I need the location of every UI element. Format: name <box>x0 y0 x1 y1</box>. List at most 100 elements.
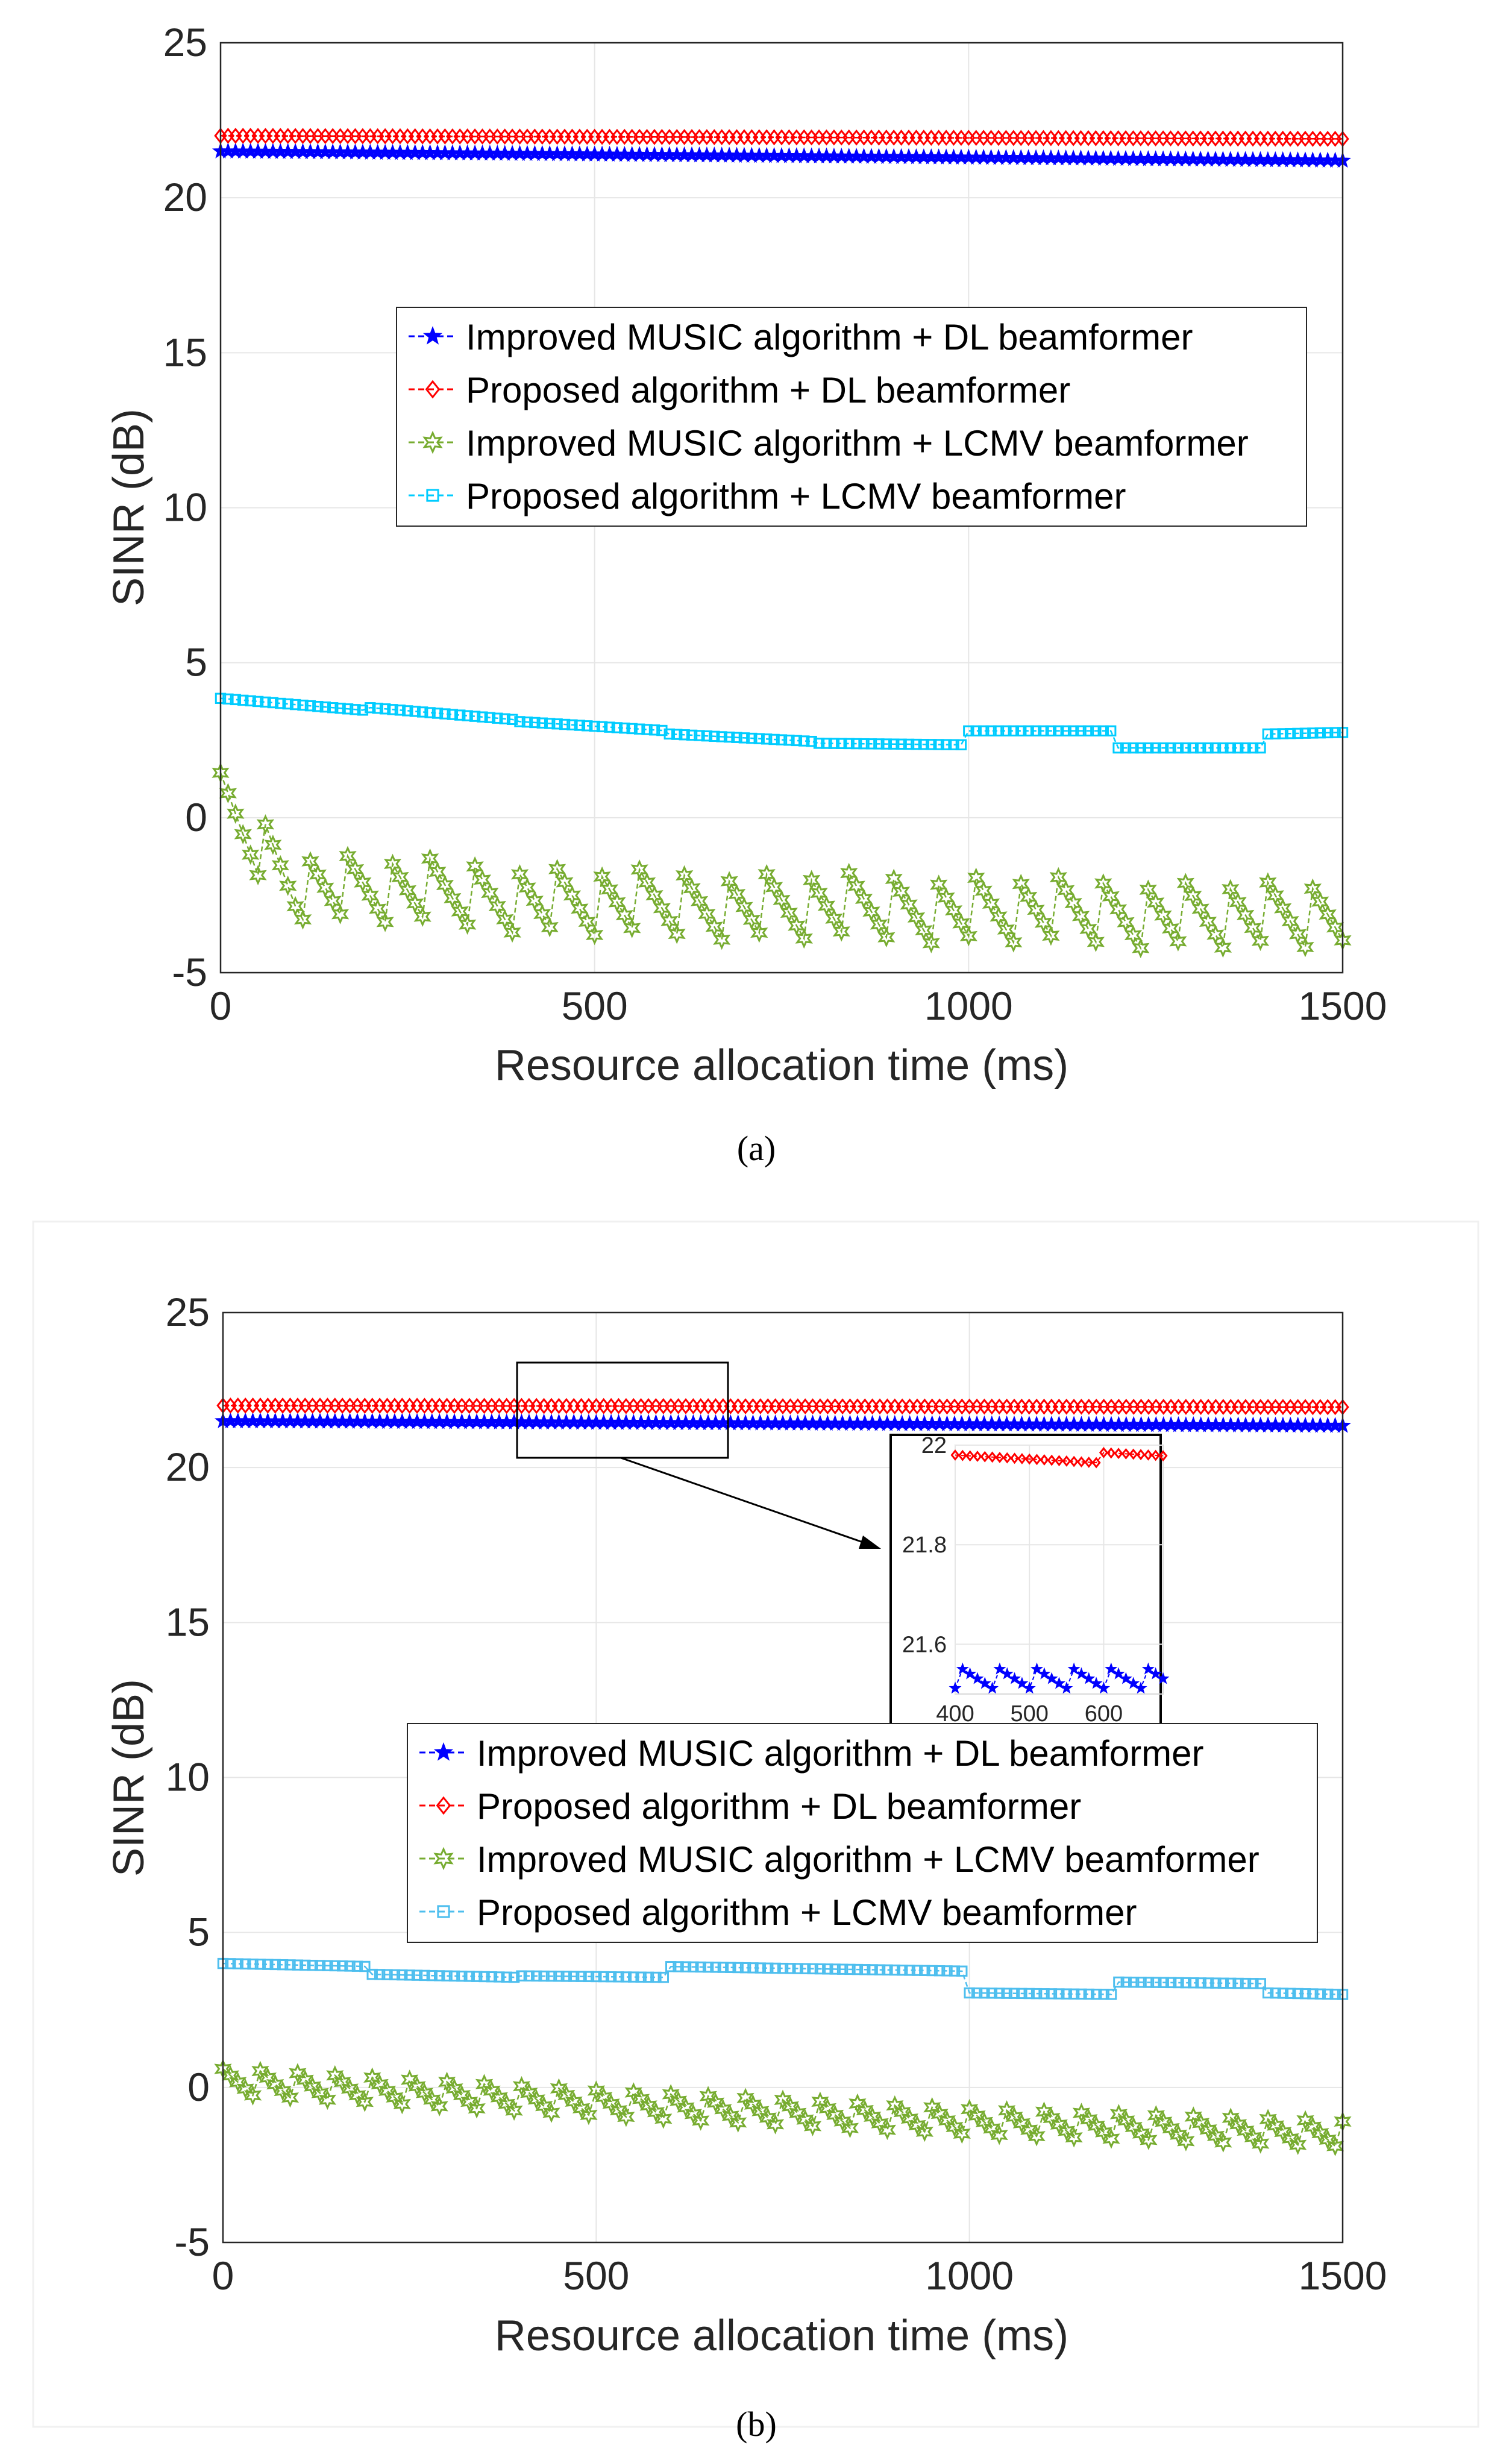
data-point <box>492 712 503 724</box>
data-point <box>856 2100 874 2121</box>
data-point <box>393 2094 411 2115</box>
data-point <box>953 2123 971 2144</box>
series-line <box>222 2068 1344 2148</box>
inset-data-point <box>1156 1672 1170 1684</box>
data-point <box>1259 872 1277 893</box>
data-point <box>307 1959 318 1971</box>
data-point <box>729 2112 747 2133</box>
data-point <box>774 2089 792 2110</box>
data-point <box>460 2091 478 2112</box>
data-point <box>1065 2127 1083 2148</box>
panel-b-frame <box>32 1220 1479 2428</box>
data-point <box>1274 2121 1292 2142</box>
data-point <box>994 1988 1005 1999</box>
data-point <box>234 824 252 845</box>
data-point <box>340 2078 359 2099</box>
data-point <box>1079 918 1097 940</box>
data-point <box>806 735 817 747</box>
data-point <box>669 2091 688 2112</box>
inset-data-point <box>1082 1672 1096 1684</box>
data-point <box>1000 725 1012 737</box>
data-point <box>1027 2126 1046 2147</box>
data-point <box>911 1965 923 1976</box>
data-point <box>843 738 855 750</box>
legend-marker <box>426 489 439 502</box>
data-point <box>1177 2130 1195 2151</box>
data-point <box>1240 1977 1252 1989</box>
x-axis-label-a: Resource allocation time (ms) <box>495 1041 1068 1090</box>
data-point <box>359 1960 371 1972</box>
data-point <box>372 703 383 714</box>
y-tick-label: 5 <box>185 640 207 685</box>
inset-data-point <box>1047 1454 1056 1466</box>
data-point <box>550 2078 568 2099</box>
data-point <box>1322 727 1334 739</box>
legend-label: Proposed algorithm + DL beamformer <box>477 1786 1081 1827</box>
data-point <box>919 1965 930 1977</box>
data-point <box>985 725 997 737</box>
legend-marker <box>437 1905 450 1918</box>
data-point <box>611 722 623 733</box>
data-point <box>381 1969 393 1980</box>
series-b <box>214 1397 1352 2156</box>
data-point <box>979 1988 990 1999</box>
data-point <box>736 2088 754 2109</box>
series-hexagram <box>214 2059 1352 2156</box>
data-point <box>379 703 391 715</box>
legend-label: Proposed algorithm + LCMV beamformer <box>477 1892 1137 1933</box>
data-point <box>1202 1977 1214 1989</box>
data-point <box>587 2080 606 2101</box>
data-point <box>626 723 638 735</box>
data-point <box>701 730 713 742</box>
data-point <box>527 2089 545 2110</box>
data-point <box>858 738 870 750</box>
caption-a: (a) <box>737 1129 776 1168</box>
data-point <box>960 2098 979 2119</box>
data-point <box>807 1963 818 1975</box>
data-point <box>657 1971 670 1983</box>
series-line <box>223 1405 1343 1408</box>
data-point <box>648 724 660 736</box>
data-point <box>1150 742 1161 754</box>
data-point <box>1082 725 1094 737</box>
series-diamond <box>214 127 1349 147</box>
data-point <box>662 2084 680 2104</box>
data-point <box>1155 2111 1173 2132</box>
data-point <box>993 725 1005 737</box>
data-point <box>1008 725 1020 737</box>
data-point <box>247 1958 259 1970</box>
data-point <box>230 694 242 706</box>
data-point <box>576 1971 587 1982</box>
data-point <box>671 729 683 740</box>
data-point <box>1098 1989 1109 2000</box>
data-point <box>578 911 596 932</box>
data-point <box>654 2108 673 2129</box>
data-point <box>811 2091 829 2112</box>
data-point <box>404 1969 415 1981</box>
inset-x-tick-label: 400 <box>936 1701 974 1727</box>
data-point <box>1125 2116 1143 2138</box>
data-point <box>1023 1988 1035 2000</box>
data-point <box>531 1970 542 1982</box>
data-point <box>478 1971 490 1983</box>
data-point <box>1083 1988 1095 2000</box>
data-point <box>967 867 985 888</box>
data-point <box>416 706 428 718</box>
data-point <box>572 2098 591 2119</box>
data-point <box>508 1971 520 1983</box>
x-tick-label: 1500 <box>1299 2253 1387 2298</box>
data-point <box>1169 931 1187 952</box>
data-point <box>641 724 653 735</box>
data-point <box>391 867 409 888</box>
data-point <box>324 891 342 911</box>
data-point <box>668 923 686 944</box>
data-point <box>486 1971 498 1983</box>
data-point <box>1285 1988 1296 1999</box>
data-point <box>252 695 264 708</box>
data-point <box>1091 1988 1102 2000</box>
data-point <box>702 1962 714 1973</box>
x-tick-label: 1000 <box>924 984 1013 1028</box>
data-point <box>1132 2123 1150 2144</box>
inset-series-line <box>955 1452 1164 1464</box>
inset-data-point <box>965 1450 975 1462</box>
